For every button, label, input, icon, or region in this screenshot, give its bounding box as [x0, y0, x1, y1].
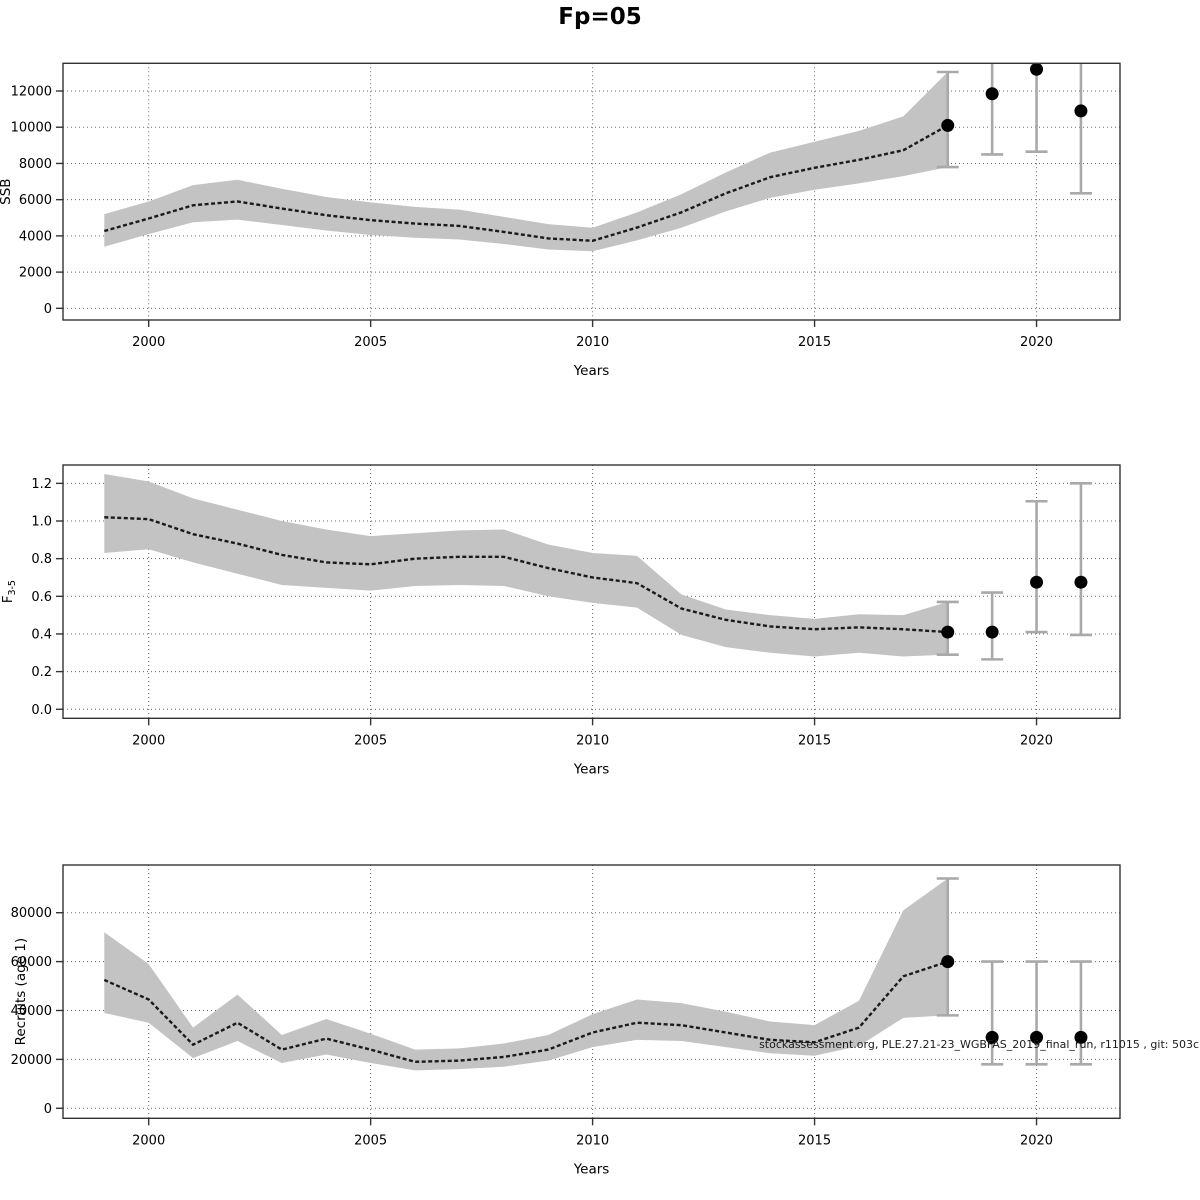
x-tick-label: 2010 — [576, 335, 609, 350]
ssb-tick-labels: 2000 2005 2010 2015 2020 0 2000 4000 6000 8000 100… — [11, 85, 1053, 350]
x-tick-label: 2000 — [132, 335, 165, 350]
x-tick-label: 2010 — [576, 1133, 609, 1148]
data-point — [1074, 1030, 1088, 1044]
f35-error-bars — [936, 482, 1092, 661]
recruits-error-bars — [936, 877, 1092, 1066]
x-tick-label: 2015 — [798, 335, 831, 350]
x-tick-label: 2005 — [354, 1133, 387, 1148]
x-tick-label: 2000 — [132, 733, 165, 748]
y-tick-label: 10000 — [11, 121, 52, 136]
data-point — [985, 625, 999, 639]
data-point — [941, 955, 955, 969]
x-tick-label: 2015 — [798, 1133, 831, 1148]
y-tick-label: 1.2 — [31, 477, 52, 492]
recruits-tick-labels: 2000 2005 2010 2015 2020 0 20000 40000 60000 8000… — [11, 906, 1053, 1148]
ssb-ylabel: SSB — [0, 178, 14, 204]
recruits-points — [941, 955, 1088, 1044]
data-point — [985, 1030, 999, 1044]
recruits-grid — [63, 865, 1120, 1119]
data-point — [941, 625, 955, 639]
y-tick-label: 60000 — [11, 955, 52, 970]
y-tick-label: 12000 — [11, 85, 52, 100]
x-tick-label: 2020 — [1020, 335, 1053, 350]
y-tick-label: 2000 — [19, 266, 52, 281]
y-tick-label: 80000 — [11, 906, 52, 921]
y-tick-label: 20000 — [11, 1053, 52, 1068]
y-tick-label: 0.0 — [31, 703, 52, 718]
y-tick-label: 0.8 — [31, 552, 52, 567]
data-point — [1030, 575, 1044, 589]
y-tick-label: 0.6 — [31, 590, 52, 605]
ssb-confidence-band — [104, 71, 948, 252]
data-point — [1074, 575, 1088, 589]
f35-ticks — [56, 482, 1038, 726]
y-tick-label: 0.4 — [31, 627, 52, 642]
data-point — [1030, 1030, 1044, 1044]
x-tick-label: 2005 — [354, 335, 387, 350]
ssb-estimate-line — [103, 124, 949, 242]
x-tick-label: 2015 — [798, 733, 831, 748]
data-point — [985, 87, 999, 101]
y-tick-label: 0 — [44, 302, 52, 317]
f35-ylabel: F3-5 — [0, 580, 18, 603]
y-tick-label: 0.2 — [31, 665, 52, 680]
ssb-ticks — [56, 90, 1038, 327]
y-tick-label: 8000 — [19, 157, 52, 172]
ssb-panel: 2000 2005 2010 2015 2020 0 2000 4000 6000 8000 100… — [0, 62, 1121, 379]
recruits-xlabel: Years — [573, 1161, 610, 1177]
f35-tick-labels: 2000 2005 2010 2015 2020 0.0 0.2 0.4 0.6 0.8 1.0 1.… — [31, 477, 1053, 748]
recruits-confidence-band — [104, 878, 948, 1071]
ssb-points — [941, 62, 1088, 132]
f35-confidence-band — [104, 473, 948, 657]
y-tick-label: 1.0 — [31, 515, 52, 530]
f35-estimate-line — [104, 516, 948, 634]
y-tick-label: 6000 — [19, 193, 52, 208]
x-tick-label: 2010 — [576, 733, 609, 748]
y-tick-label: 0 — [44, 1102, 52, 1117]
data-point — [941, 118, 955, 132]
ssb-xlabel: Years — [573, 363, 610, 379]
x-tick-label: 2000 — [132, 1133, 165, 1148]
f35-points — [941, 575, 1088, 639]
chart-title: Fp=05 — [558, 4, 642, 30]
x-tick-label: 2005 — [354, 733, 387, 748]
x-tick-label: 2020 — [1020, 1133, 1053, 1148]
y-tick-label: 40000 — [11, 1004, 52, 1019]
recruits-ylabel: Recruits (age 1) — [13, 938, 29, 1046]
watermark-text: stockassessment.org, PLE.27.21-23_WGBFAS… — [759, 1038, 1199, 1051]
recruits-frame — [62, 864, 1121, 1120]
f35-panel: 2000 2005 2010 2015 2020 0.0 0.2 0.4 0.6 0.8 1.0 1.… — [0, 464, 1121, 777]
f35-frame — [62, 464, 1121, 720]
data-point — [1030, 62, 1044, 76]
f35-xlabel: Years — [573, 761, 610, 777]
recruits-ticks — [56, 912, 1038, 1126]
y-tick-label: 4000 — [19, 229, 52, 244]
data-point — [1074, 104, 1088, 118]
recruits-panel: 2000 2005 2010 2015 2020 0 20000 40000 60000 8000… — [11, 864, 1121, 1177]
ssb-frame — [62, 62, 1121, 321]
ssb-error-bars — [936, 63, 1092, 195]
x-tick-label: 2020 — [1020, 733, 1053, 748]
recruits-estimate-line — [103, 960, 949, 1064]
